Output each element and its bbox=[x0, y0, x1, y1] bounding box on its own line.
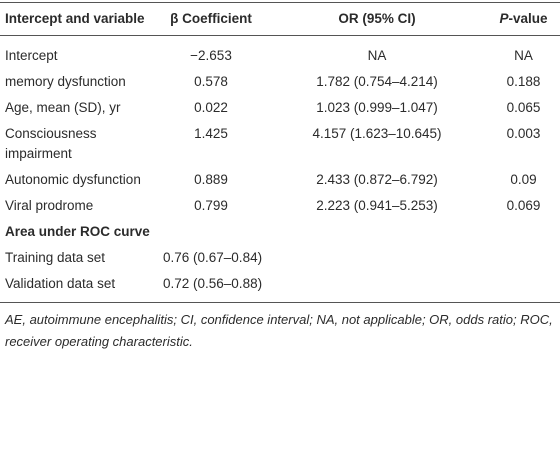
table-cell: 1.023 (0.999–1.047) bbox=[316, 100, 438, 115]
empty-cell bbox=[487, 245, 560, 271]
header-italic: P bbox=[499, 11, 509, 26]
table-cell: NA bbox=[514, 48, 533, 63]
table-row: memory dysfunction 0.578 1.782 (0.754–4.21… bbox=[0, 69, 560, 95]
table-cell: NA bbox=[367, 48, 387, 63]
table-cell: 0.578 bbox=[194, 74, 228, 89]
table-cell: 0.022 bbox=[194, 100, 228, 115]
table-body: Intercept −2.653 NA NA memory dysfunction 0.5… bbox=[0, 36, 560, 303]
results-table: Intercept and variable β Coefficient OR … bbox=[0, 2, 560, 303]
table-cell: 1.782 (0.754–4.214) bbox=[316, 74, 438, 89]
section-row: Area under ROC curve bbox=[0, 219, 560, 245]
table-cell: Age, mean (SD), yr bbox=[5, 100, 121, 115]
table-cell: Autonomic dysfunction bbox=[5, 172, 141, 187]
table-cell: 0.889 bbox=[194, 172, 228, 187]
table-cell: 2.223 (0.941–5.253) bbox=[316, 198, 438, 213]
header-cell: P-value bbox=[487, 2, 560, 36]
table-cell: Training data set bbox=[5, 250, 106, 265]
table-cell: Validation data set bbox=[5, 276, 116, 291]
footnote: AE, autoimmune encephalitis; CI, confide… bbox=[5, 312, 553, 349]
table-cell: 0.188 bbox=[506, 74, 541, 89]
header-text: -value bbox=[508, 11, 548, 26]
section-label: Area under ROC curve bbox=[5, 224, 150, 239]
table-row: Viral prodrome 0.799 2.223 (0.941–5.253) 0.… bbox=[0, 193, 560, 219]
header-cell: Intercept and variable bbox=[0, 2, 155, 36]
table-cell: memory dysfunction bbox=[5, 74, 126, 89]
table-cell: 0.069 bbox=[506, 198, 541, 213]
table-row: Autonomic dysfunction 0.889 2.433 (0.872–6… bbox=[0, 167, 560, 193]
table-cell: 0.72 (0.56–0.88) bbox=[163, 276, 263, 291]
table-cell: 0.799 bbox=[194, 198, 228, 213]
table-cell: 2.433 (0.872–6.792) bbox=[316, 172, 438, 187]
table-cell: Intercept bbox=[5, 48, 58, 63]
table-cell: Viral prodrome bbox=[5, 198, 94, 213]
header-row: Intercept and variable β Coefficient OR … bbox=[0, 2, 560, 36]
table-cell: 0.065 bbox=[506, 100, 541, 115]
table-row: Intercept −2.653 NA NA bbox=[0, 36, 560, 70]
table-row: Age, mean (SD), yr 0.022 1.023 (0.999–1.04… bbox=[0, 95, 560, 121]
header-cell: β Coefficient bbox=[155, 2, 267, 36]
table-cell: 0.76 (0.67–0.84) bbox=[163, 250, 263, 265]
empty-cell bbox=[155, 219, 560, 245]
table-cell: −2.653 bbox=[190, 48, 232, 63]
table-cell: Consciousness impairment bbox=[5, 126, 97, 161]
table-cell: 4.157 (1.623–10.645) bbox=[312, 126, 442, 141]
empty-cell bbox=[487, 271, 560, 303]
table-cell: 0.003 bbox=[506, 126, 541, 141]
table-cell: 0.09 bbox=[510, 172, 537, 187]
auc-row: Training data set 0.76 (0.67–0.84) bbox=[0, 245, 560, 271]
auc-row: Validation data set 0.72 (0.56–0.88) bbox=[0, 271, 560, 303]
table-cell: 1.425 bbox=[194, 126, 228, 141]
header-cell: OR (95% CI) bbox=[267, 2, 487, 36]
table-row: Consciousness impairment 1.425 4.157 (1.62… bbox=[0, 121, 560, 167]
